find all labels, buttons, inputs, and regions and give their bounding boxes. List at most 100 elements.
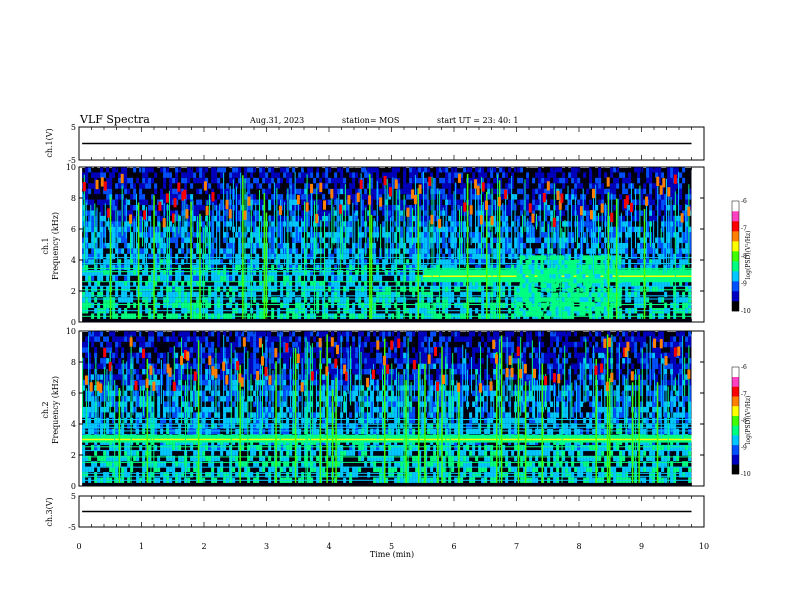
noise-cell [298,232,302,238]
noise-cell [451,237,455,243]
noise-cell [508,210,512,216]
noise-cell [520,210,524,216]
noise-cell [136,417,140,424]
enhanced-noise-cell [534,297,538,302]
noise-cell [487,248,491,254]
noise-cell [133,204,137,211]
noise-cell [556,297,560,303]
noise-cell [160,194,164,200]
noise-cell [91,172,95,178]
noise-cell [463,302,467,309]
noise-cell [133,302,137,309]
noise-cell [577,226,581,233]
noise-cell [85,341,89,348]
noise-cell [433,226,437,233]
noise-cell [148,450,152,456]
noise-cell [169,264,173,271]
noise-cell [346,275,350,281]
noise-cell [247,204,251,211]
noise-cell [577,264,581,271]
noise-cell [91,215,95,222]
noise-cell [136,450,140,456]
noise-cell [424,291,428,298]
enhanced-noise-cell [603,311,607,316]
noise-cell [97,232,101,238]
sferic-streak [216,205,218,275]
noise-cell [172,286,176,292]
noise-cell [367,183,371,189]
noise-cell [670,221,674,227]
noise-cell [445,286,449,292]
noise-cell [211,275,215,281]
noise-cell [124,172,128,178]
noise-cell [484,242,488,249]
noise-cell [253,226,257,233]
sferic-streak [524,179,526,232]
noise-cell [85,199,89,205]
noise-cell [487,226,491,233]
noise-cell [121,363,125,369]
noise-cell [295,177,299,184]
noise-cell [556,177,560,184]
noise-cell [301,194,305,200]
noise-cell [517,237,521,243]
noise-cell [184,204,188,211]
noise-cell [325,199,329,205]
noise-cell [124,390,128,397]
noise-cell [436,264,440,271]
noise-cell [139,183,143,189]
noise-cell [622,264,626,271]
enhanced-noise-cell [597,273,601,279]
noise-cell [193,253,197,260]
noise-cell [142,472,146,478]
noise-cell [139,232,143,238]
noise-cell [640,297,644,303]
noise-cell [520,232,524,238]
noise-cell [325,188,329,195]
enhanced-noise-cell [591,273,595,279]
noise-cell [421,183,425,189]
noise-cell [589,177,593,184]
enhanced-noise-cell [609,297,613,302]
enhanced-noise-cell [537,306,541,312]
noise-cell [457,297,461,303]
noise-cell [175,270,179,276]
noise-cell [148,396,152,402]
noise-cell [196,264,200,271]
noise-cell [157,237,161,243]
noise-cell [187,167,191,173]
noise-cell [88,406,92,413]
enhanced-noise-cell [546,278,550,284]
enhanced-noise-cell [516,311,520,316]
noise-cell [541,188,545,195]
noise-cell [211,248,215,254]
enhanced-noise-cell [597,306,601,312]
noise-cell [157,423,161,429]
noise-cell [628,297,632,303]
noise-cell [130,363,134,369]
noise-cell [142,368,146,375]
noise-cell [277,183,281,189]
noise-cell [355,270,359,276]
noise-cell [670,302,674,309]
noise-cell [586,215,590,222]
noise-cell [115,347,119,353]
noise-cell [130,406,134,413]
noise-cell [280,280,284,287]
noise-cell [100,242,104,249]
noise-cell [682,232,686,238]
noise-cell [289,297,293,303]
noise-cell [343,237,347,243]
ch1-waveform-ylabel: ch.1(V) [45,128,54,157]
noise-cell [139,347,143,353]
enhanced-noise-cell [528,292,532,298]
noise-cell [562,172,566,178]
noise-cell [361,210,365,216]
noise-cell [298,172,302,178]
noise-cell [88,352,92,359]
noise-cell [622,177,626,184]
noise-cell [97,172,101,178]
noise-cell [295,264,299,271]
noise-cell [514,242,518,249]
sferic-streak [417,188,419,319]
